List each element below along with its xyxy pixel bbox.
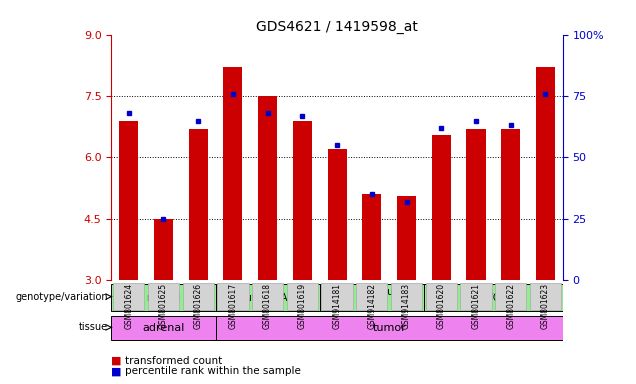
Bar bbox=[293, 121, 312, 280]
Text: GSM801623: GSM801623 bbox=[541, 283, 550, 329]
Text: GSM801622: GSM801622 bbox=[506, 283, 515, 329]
Text: GSM801620: GSM801620 bbox=[437, 283, 446, 329]
FancyBboxPatch shape bbox=[460, 283, 492, 310]
Text: GSM914183: GSM914183 bbox=[402, 283, 411, 329]
FancyBboxPatch shape bbox=[183, 283, 214, 310]
Text: GSM914181: GSM914181 bbox=[333, 283, 342, 329]
Text: GSM801624: GSM801624 bbox=[124, 283, 133, 329]
Bar bbox=[536, 67, 555, 280]
Text: GSM801621: GSM801621 bbox=[471, 283, 481, 329]
FancyBboxPatch shape bbox=[424, 284, 563, 311]
Text: GSM801617: GSM801617 bbox=[228, 283, 237, 329]
FancyBboxPatch shape bbox=[216, 284, 320, 311]
Text: adrenal: adrenal bbox=[142, 323, 184, 333]
FancyBboxPatch shape bbox=[356, 283, 387, 310]
Text: normal: normal bbox=[146, 293, 181, 303]
Bar bbox=[397, 196, 416, 280]
Bar bbox=[258, 96, 277, 280]
FancyBboxPatch shape bbox=[113, 283, 144, 310]
FancyBboxPatch shape bbox=[148, 283, 179, 310]
Text: ■: ■ bbox=[111, 366, 122, 376]
FancyBboxPatch shape bbox=[216, 316, 563, 340]
FancyBboxPatch shape bbox=[252, 283, 283, 310]
Bar bbox=[501, 129, 520, 280]
Text: GSM801626: GSM801626 bbox=[193, 283, 203, 329]
Text: transformed count: transformed count bbox=[125, 356, 223, 366]
Bar bbox=[154, 219, 173, 280]
Text: percentile rank within the sample: percentile rank within the sample bbox=[125, 366, 301, 376]
FancyBboxPatch shape bbox=[391, 283, 422, 310]
FancyBboxPatch shape bbox=[321, 283, 353, 310]
Text: GSM801618: GSM801618 bbox=[263, 283, 272, 329]
Text: GSM801619: GSM801619 bbox=[298, 283, 307, 329]
Title: GDS4621 / 1419598_at: GDS4621 / 1419598_at bbox=[256, 20, 418, 33]
Text: MYCN and mutated
ALK: MYCN and mutated ALK bbox=[325, 287, 419, 308]
FancyBboxPatch shape bbox=[425, 283, 457, 310]
FancyBboxPatch shape bbox=[218, 283, 249, 310]
FancyBboxPatch shape bbox=[320, 284, 424, 311]
FancyBboxPatch shape bbox=[495, 283, 527, 310]
Text: GSM914182: GSM914182 bbox=[368, 283, 377, 329]
Text: tissue: tissue bbox=[79, 322, 108, 333]
FancyBboxPatch shape bbox=[111, 316, 216, 340]
Text: genotype/variation: genotype/variation bbox=[15, 291, 108, 302]
Bar bbox=[466, 129, 485, 280]
Bar bbox=[189, 129, 208, 280]
Bar bbox=[119, 121, 138, 280]
Text: ■: ■ bbox=[111, 356, 122, 366]
FancyBboxPatch shape bbox=[111, 284, 216, 311]
Text: MYCN: MYCN bbox=[480, 293, 508, 303]
FancyBboxPatch shape bbox=[287, 283, 318, 310]
Bar bbox=[328, 149, 347, 280]
Bar bbox=[223, 67, 242, 280]
Text: tumor: tumor bbox=[372, 323, 406, 333]
FancyBboxPatch shape bbox=[530, 283, 561, 310]
Bar bbox=[432, 135, 451, 280]
Bar bbox=[363, 194, 382, 280]
Text: mutated ALK: mutated ALK bbox=[236, 293, 299, 303]
Text: GSM801625: GSM801625 bbox=[159, 283, 168, 329]
